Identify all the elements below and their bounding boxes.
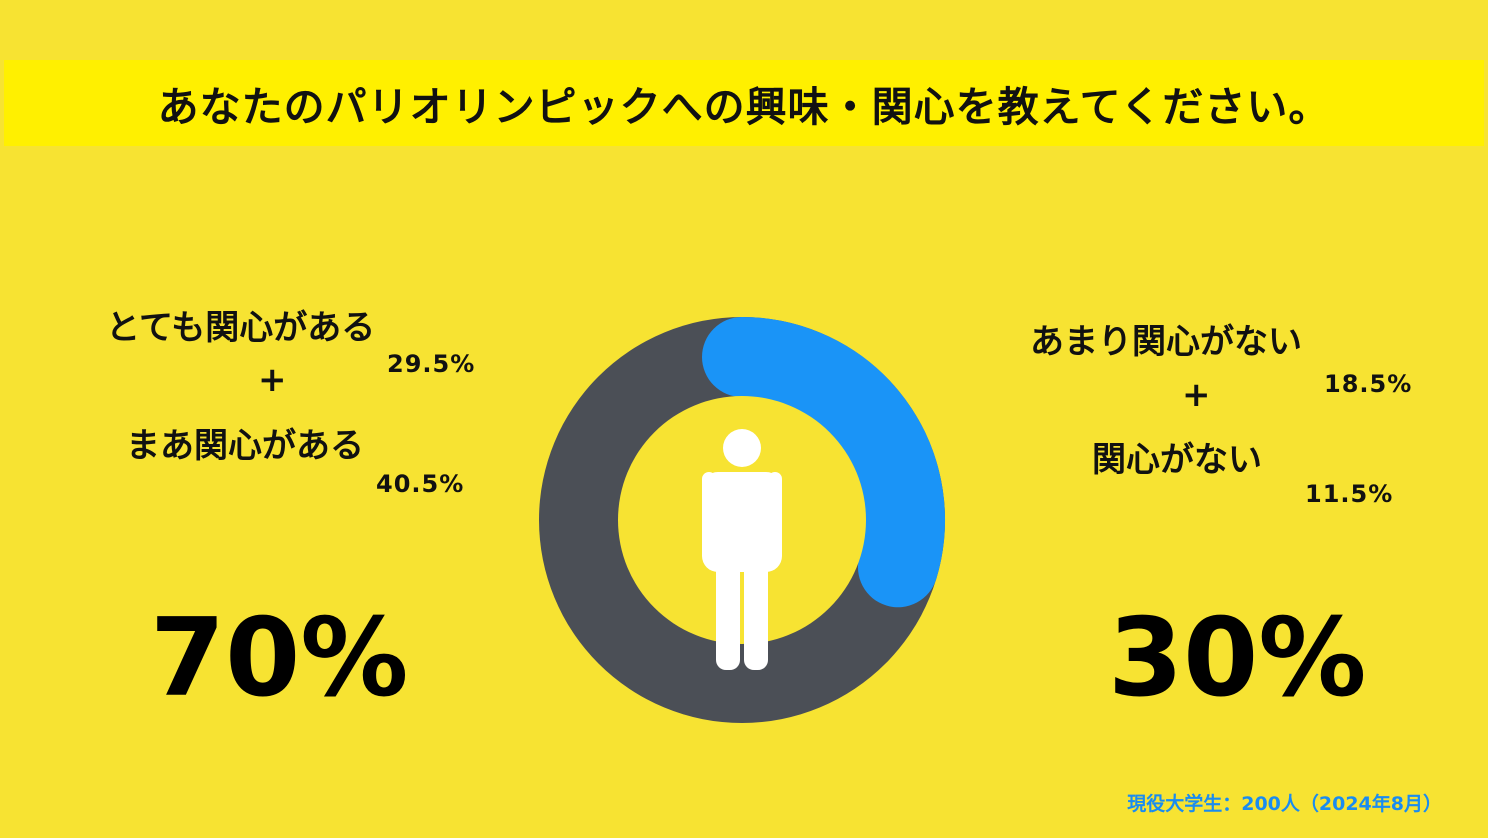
left-plus-sign: + <box>258 360 287 400</box>
left-total: 70% <box>150 596 409 721</box>
chart-title: あなたのパリオリンピックへの興味・関心を教えてください。 <box>157 83 1331 131</box>
right-item2-label: 関心がない <box>1092 440 1262 480</box>
right-item2-value: 11.5% <box>1305 480 1394 508</box>
right-plus-sign: + <box>1182 375 1211 415</box>
donut-chart <box>539 317 945 723</box>
person-icon <box>702 429 782 670</box>
left-item1-value: 29.5% <box>387 350 476 378</box>
left-item2-label: まあ関心がある <box>126 426 364 466</box>
right-total: 30% <box>1108 596 1367 721</box>
title-band: あなたのパリオリンピックへの興味・関心を教えてください。 <box>4 60 1484 146</box>
donut-slice-not-interested <box>702 317 945 608</box>
left-item1-label: とても関心がある <box>106 308 376 348</box>
right-item1-label: あまり関心がない <box>1030 322 1302 362</box>
right-item1-value: 18.5% <box>1324 370 1413 398</box>
left-item2-value: 40.5% <box>376 470 465 498</box>
source-note: 現役大学生：200人（2024年8月） <box>1127 793 1442 815</box>
